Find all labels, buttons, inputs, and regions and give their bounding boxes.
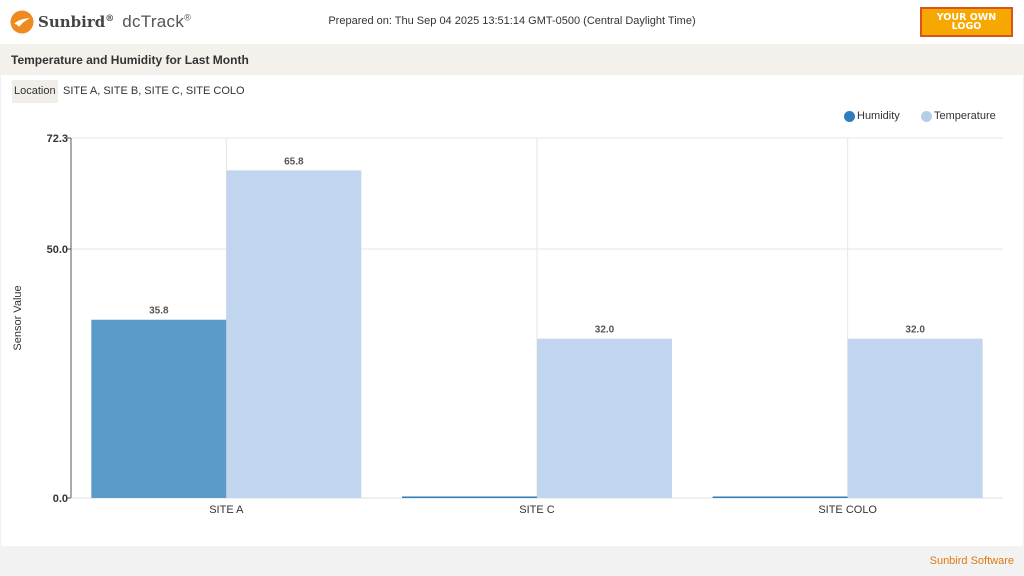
y-tick-label: 0.0: [53, 493, 68, 505]
location-value: SITE A, SITE B, SITE C, SITE COLO: [63, 85, 245, 97]
x-tick-label: SITE C: [519, 504, 555, 516]
bar-humidity-site-a: [91, 319, 227, 498]
x-tick-label: SITE A: [209, 504, 244, 516]
custom-logo-placeholder: YOUR OWN LOGO: [920, 7, 1013, 37]
bar-humidity-site-colo: [712, 496, 848, 498]
legend-label-temperature: Temperature: [934, 110, 996, 122]
legend-swatch-temperature: [921, 110, 932, 122]
report-title: Temperature and Humidity for Last Month: [11, 53, 249, 67]
custom-logo-line2: LOGO: [951, 21, 982, 32]
location-label: Location: [12, 80, 58, 103]
bar-chart: 0.0 50.0 72.3 Sensor Value 35.8 65.8 SITE A 32.…: [12, 133, 1003, 516]
legend-label-humidity: Humidity: [857, 110, 900, 122]
data-label: 35.8: [149, 306, 169, 317]
sunbird-logo: Sunbird® dcTrack®: [10, 9, 191, 35]
y-tick-label: 72.3: [47, 133, 68, 145]
product-name: dcTrack®: [122, 12, 192, 31]
footer-link[interactable]: Sunbird Software: [929, 555, 1014, 567]
sunbird-bird-icon: [10, 10, 34, 34]
y-axis-title: Sensor Value: [12, 285, 24, 350]
bar-temperature-site-c: [537, 338, 672, 498]
legend-item-humidity[interactable]: Humidity: [844, 110, 900, 122]
data-label: 32.0: [595, 325, 615, 336]
data-label: 65.8: [284, 156, 304, 167]
y-tick-label: 50.0: [47, 244, 68, 256]
prepared-on-text: Prepared on: Thu Sep 04 2025 13:51:14 GM…: [328, 15, 696, 27]
data-label: 32.0: [905, 325, 925, 336]
brand-name: Sunbird®: [38, 13, 115, 31]
report-footer: Sunbird Software: [0, 546, 1024, 576]
report-content: Location SITE A, SITE B, SITE C, SITE CO…: [1, 75, 1023, 546]
legend-item-temperature[interactable]: Temperature: [921, 110, 996, 122]
bar-humidity-site-c: [402, 496, 537, 498]
custom-logo-line1: YOUR OWN: [936, 12, 997, 23]
report-title-bar: Temperature and Humidity for Last Month: [0, 44, 1024, 75]
bar-temperature-site-a: [226, 170, 362, 498]
x-tick-label: SITE COLO: [818, 504, 877, 516]
report-header: Sunbird® dcTrack® Prepared on: Thu Sep 0…: [0, 0, 1024, 44]
bar-temperature-site-colo: [847, 338, 983, 498]
legend-swatch-humidity: [844, 110, 855, 122]
